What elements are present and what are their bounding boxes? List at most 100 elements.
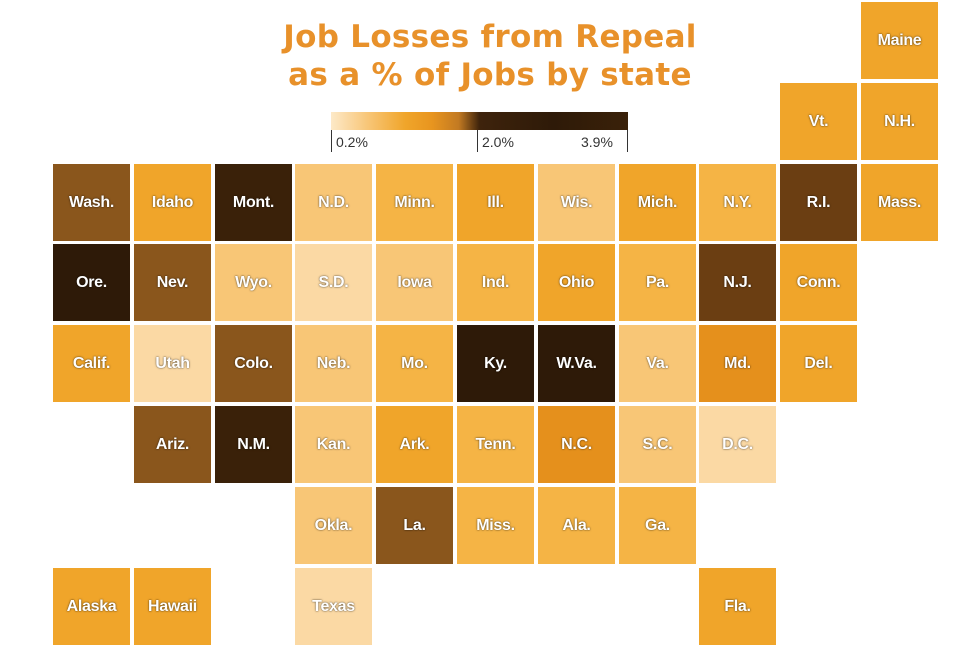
- state-label: Hawaii: [148, 597, 197, 615]
- state-tile-conn: Conn.: [780, 244, 857, 321]
- state-tile-wash: Wash.: [53, 164, 130, 241]
- state-label: Neb.: [316, 354, 351, 372]
- state-label: Conn.: [796, 273, 841, 291]
- state-label: Maine: [877, 31, 922, 49]
- state-label: Ky.: [484, 354, 507, 372]
- state-tile-hawaii: Hawaii: [134, 568, 211, 645]
- state-label: Ohio: [558, 273, 595, 291]
- state-label: N.C.: [561, 435, 592, 453]
- state-label: Minn.: [394, 193, 435, 211]
- state-tile-vt: Vt.: [780, 83, 857, 160]
- state-label: Ga.: [645, 516, 670, 534]
- state-label: Texas: [312, 597, 355, 615]
- state-label: Del.: [804, 354, 833, 372]
- chart-title-line-2: as a % of Jobs by state: [288, 57, 692, 93]
- state-label: Miss.: [476, 516, 515, 534]
- state-label: N.J.: [723, 273, 752, 291]
- state-label: Ind.: [481, 273, 510, 291]
- state-label: S.C.: [642, 435, 673, 453]
- state-label: Mass.: [878, 193, 921, 211]
- state-label: N.Y.: [723, 193, 752, 211]
- state-tile-ariz: Ariz.: [134, 406, 211, 483]
- state-tile-md: Md.: [699, 325, 776, 402]
- state-tile-la: La.: [376, 487, 453, 564]
- state-tile-wis: Wis.: [538, 164, 615, 241]
- state-tile-mo: Mo.: [376, 325, 453, 402]
- state-label: Pa.: [645, 273, 670, 291]
- state-label: N.D.: [318, 193, 349, 211]
- state-tile-calif: Calif.: [53, 325, 130, 402]
- legend-label-mid: 2.0%: [482, 134, 514, 150]
- state-label: Tenn.: [475, 435, 516, 453]
- state-label: Nev.: [156, 273, 189, 291]
- state-tile-texas: Texas: [295, 568, 372, 645]
- state-label: Wyo.: [235, 273, 272, 291]
- legend-gradient-bar: [331, 112, 628, 130]
- legend-tick-max: [627, 130, 628, 152]
- state-tile-n-j: N.J.: [699, 244, 776, 321]
- state-label: Ark.: [399, 435, 430, 453]
- state-label: La.: [403, 516, 426, 534]
- legend-label-max: 3.9%: [581, 134, 613, 150]
- state-tile-fla: Fla.: [699, 568, 776, 645]
- state-tile-mass: Mass.: [861, 164, 938, 241]
- state-tile-tenn: Tenn.: [457, 406, 534, 483]
- state-tile-pa: Pa.: [619, 244, 696, 321]
- state-tile-neb: Neb.: [295, 325, 372, 402]
- state-label: Fla.: [724, 597, 751, 615]
- state-tile-ky: Ky.: [457, 325, 534, 402]
- state-tile-ga: Ga.: [619, 487, 696, 564]
- state-label: Mich.: [637, 193, 678, 211]
- state-label: Idaho: [151, 193, 194, 211]
- state-label: N.H.: [884, 112, 915, 130]
- state-tile-n-c: N.C.: [538, 406, 615, 483]
- state-label: Utah: [155, 354, 190, 372]
- state-label: Md.: [724, 354, 751, 372]
- chart-title-line-1: Job Losses from Repeal: [283, 19, 697, 55]
- state-tile-va: Va.: [619, 325, 696, 402]
- state-tile-colo: Colo.: [215, 325, 292, 402]
- state-tile-ohio: Ohio: [538, 244, 615, 321]
- state-tile-mich: Mich.: [619, 164, 696, 241]
- state-tile-iowa: Iowa: [376, 244, 453, 321]
- state-tile-ind: Ind.: [457, 244, 534, 321]
- state-label: N.M.: [237, 435, 270, 453]
- state-tile-nev: Nev.: [134, 244, 211, 321]
- state-label: R.I.: [806, 193, 831, 211]
- state-label: Iowa: [397, 273, 432, 291]
- legend-tick-mid: [477, 130, 478, 152]
- state-tile-ore: Ore.: [53, 244, 130, 321]
- legend-tick-min: [331, 130, 332, 152]
- state-tile-del: Del.: [780, 325, 857, 402]
- state-label: Va.: [646, 354, 669, 372]
- state-label: Ariz.: [155, 435, 190, 453]
- state-tile-okla: Okla.: [295, 487, 372, 564]
- state-tile-s-d: S.D.: [295, 244, 372, 321]
- state-tile-d-c: D.C.: [699, 406, 776, 483]
- state-tile-n-y: N.Y.: [699, 164, 776, 241]
- state-tile-ala: Ala.: [538, 487, 615, 564]
- state-tile-n-h: N.H.: [861, 83, 938, 160]
- state-label: W.Va.: [556, 354, 597, 372]
- state-label: Alaska: [66, 597, 117, 615]
- state-label: Kan.: [316, 435, 351, 453]
- state-label: Wis.: [560, 193, 593, 211]
- state-tile-idaho: Idaho: [134, 164, 211, 241]
- state-tile-s-c: S.C.: [619, 406, 696, 483]
- state-tile-wyo: Wyo.: [215, 244, 292, 321]
- state-tile-maine: Maine: [861, 2, 938, 79]
- state-label: Ore.: [76, 273, 107, 291]
- state-tile-n-m: N.M.: [215, 406, 292, 483]
- state-label: Mo.: [401, 354, 428, 372]
- state-label: Calif.: [72, 354, 111, 372]
- state-tile-minn: Minn.: [376, 164, 453, 241]
- state-label: Ill.: [487, 193, 504, 211]
- state-label: S.D.: [318, 273, 349, 291]
- state-tile-alaska: Alaska: [53, 568, 130, 645]
- state-tile-kan: Kan.: [295, 406, 372, 483]
- state-tile-utah: Utah: [134, 325, 211, 402]
- color-legend: 0.2% 2.0% 3.9%: [331, 112, 628, 156]
- chart-title: Job Losses from Repeal as a % of Jobs by…: [230, 18, 750, 94]
- state-label: Okla.: [314, 516, 353, 534]
- state-tile-w-va: W.Va.: [538, 325, 615, 402]
